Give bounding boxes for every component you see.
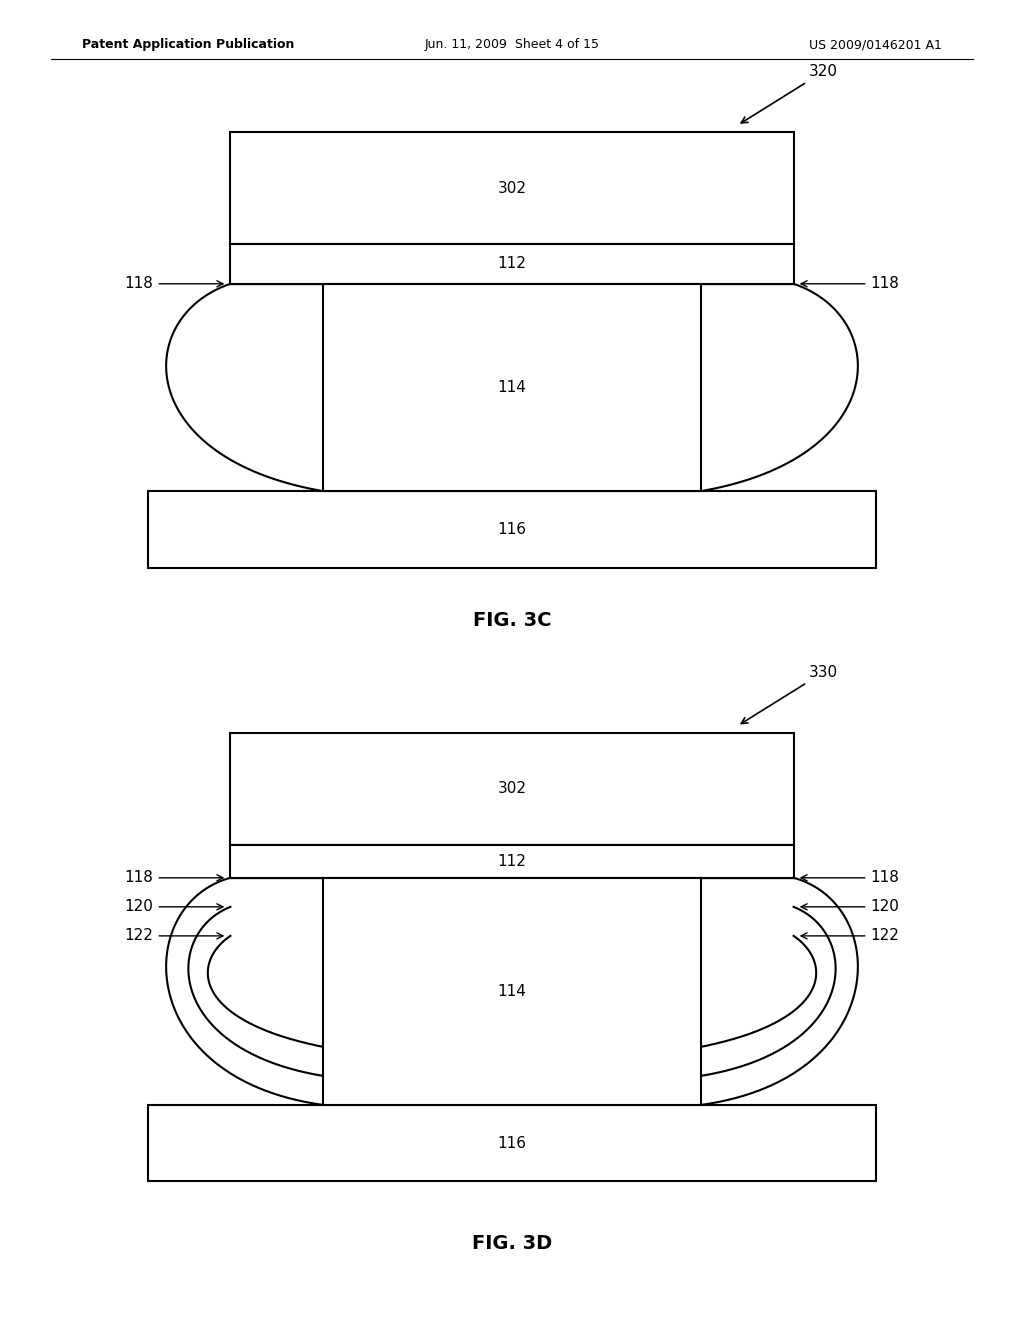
- Text: 302: 302: [498, 781, 526, 796]
- Text: 116: 116: [498, 521, 526, 537]
- Text: 302: 302: [498, 181, 526, 195]
- Text: 122: 122: [801, 928, 899, 944]
- Bar: [148, 491, 876, 568]
- Bar: [323, 878, 701, 1105]
- Text: Patent Application Publication: Patent Application Publication: [82, 38, 294, 51]
- Text: 120: 120: [125, 899, 223, 915]
- Text: 114: 114: [498, 380, 526, 395]
- Bar: [230, 244, 794, 284]
- Bar: [230, 733, 794, 845]
- Text: 118: 118: [801, 870, 899, 886]
- Bar: [230, 132, 794, 244]
- Text: 118: 118: [801, 276, 899, 292]
- Text: 120: 120: [801, 899, 899, 915]
- Text: 122: 122: [125, 928, 223, 944]
- Text: 112: 112: [498, 256, 526, 272]
- Text: 118: 118: [125, 870, 223, 886]
- Text: 330: 330: [741, 665, 838, 723]
- Text: 116: 116: [498, 1135, 526, 1151]
- Text: US 2009/0146201 A1: US 2009/0146201 A1: [809, 38, 942, 51]
- Text: 320: 320: [741, 65, 838, 123]
- Text: 112: 112: [498, 854, 526, 869]
- Text: FIG. 3D: FIG. 3D: [472, 1234, 552, 1253]
- Text: 114: 114: [498, 983, 526, 999]
- Bar: [323, 284, 701, 491]
- Bar: [148, 1105, 876, 1181]
- Text: FIG. 3C: FIG. 3C: [473, 611, 551, 630]
- Text: 118: 118: [125, 276, 223, 292]
- Bar: [230, 845, 794, 878]
- Text: Jun. 11, 2009  Sheet 4 of 15: Jun. 11, 2009 Sheet 4 of 15: [425, 38, 599, 51]
